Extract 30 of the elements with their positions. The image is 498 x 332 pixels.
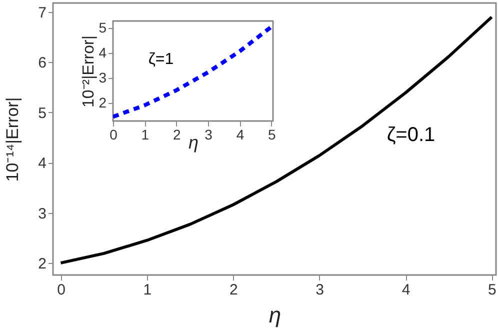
y-tick-label: 2 — [98, 94, 107, 110]
y-axis-title: 10⁻¹⁴|Error| — [3, 97, 22, 182]
y-tick-label: 4 — [38, 155, 46, 172]
x-tick-label: 5 — [488, 282, 496, 298]
x-tick-label: 2 — [172, 126, 181, 142]
y-tick-label: 6 — [38, 54, 46, 72]
x-tick-label: 0 — [110, 126, 118, 142]
x-tick-label: 3 — [204, 126, 213, 142]
x-axis-title: η — [188, 132, 198, 152]
annotation: ζ=0.1 — [386, 124, 436, 146]
x-tick-label: 2 — [229, 282, 238, 298]
y-tick-label: 4 — [98, 44, 107, 60]
y-tick-label: 5 — [38, 104, 46, 122]
x-axis-title: η — [268, 302, 282, 328]
x-tick-label: 3 — [316, 282, 324, 298]
line-series — [113, 24, 273, 119]
x-tick-label: 0 — [57, 282, 66, 298]
y-tick-label: 2 — [38, 255, 46, 272]
x-tick-label: 1 — [143, 282, 152, 298]
x-tick-label: 5 — [268, 126, 276, 142]
y-tick-label: 5 — [98, 20, 107, 36]
x-tick-label: 4 — [236, 126, 244, 142]
y-tick-label: 7 — [38, 4, 46, 22]
x-tick-label: 4 — [402, 282, 410, 298]
annotation: ζ=1 — [148, 51, 174, 68]
y-tick-label: 3 — [38, 205, 46, 222]
x-tick-label: 1 — [141, 126, 150, 142]
line-series — [59, 16, 494, 264]
y-axis-title: 10⁻²|Error| — [80, 36, 98, 108]
y-tick-label: 3 — [98, 70, 107, 86]
